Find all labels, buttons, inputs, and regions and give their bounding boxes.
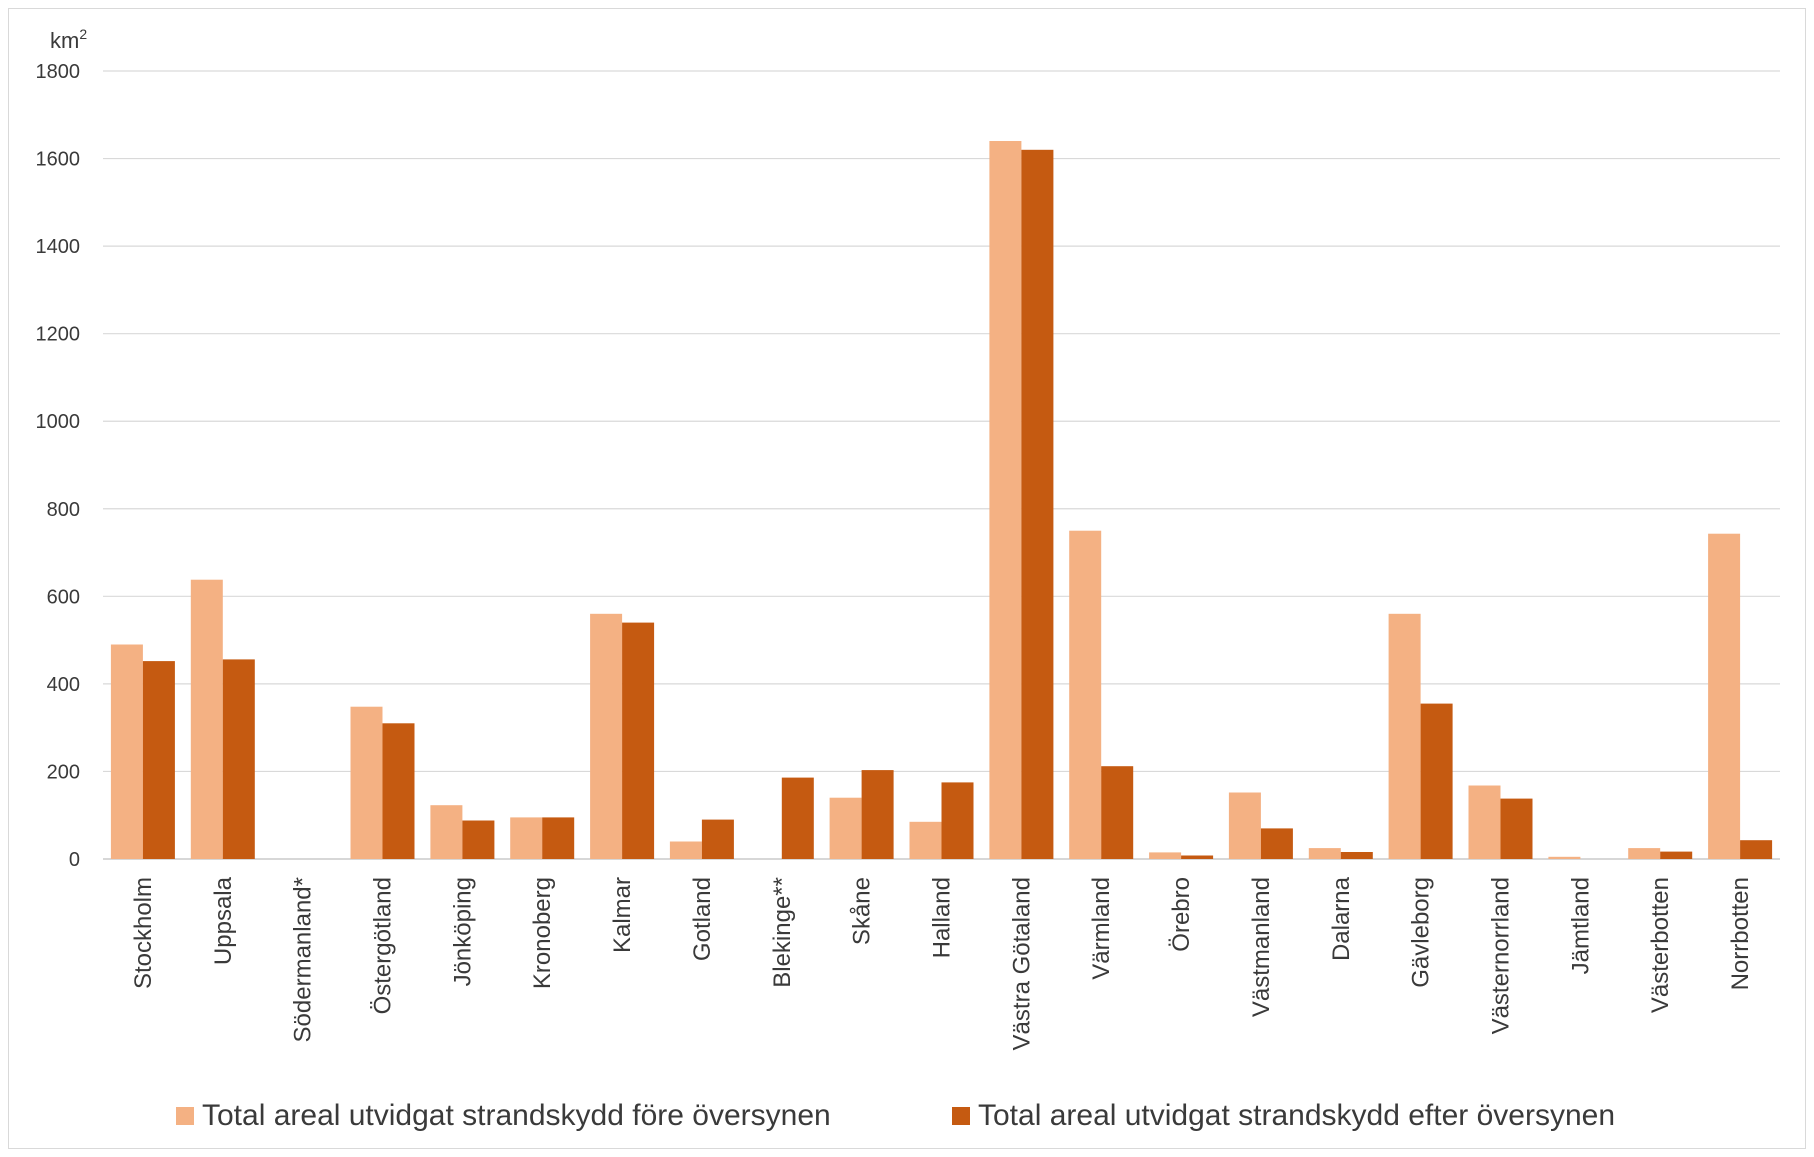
bar-efter (1660, 851, 1693, 859)
y-tick-label: 600 (47, 586, 80, 608)
y-tick-label: 1400 (36, 236, 81, 258)
bar-fore (1308, 848, 1341, 859)
bar-efter (382, 723, 415, 859)
y-tick-label: 1800 (36, 61, 81, 83)
x-category-label: Gävleborg (1408, 877, 1435, 988)
y-axis-unit: km2 (50, 26, 87, 53)
bar-fore (1228, 792, 1261, 859)
x-category-label: Västernorrland (1488, 877, 1515, 1034)
bar-efter (1021, 149, 1054, 860)
bar-efter (861, 770, 894, 859)
x-category-label: Norrbotten (1727, 877, 1754, 990)
x-category-label: Dalarna (1328, 876, 1355, 961)
legend-label: Total areal utvidgat strandskydd efter ö… (978, 1099, 1615, 1132)
bar-fore (110, 644, 143, 859)
bar-efter (142, 661, 175, 859)
x-category-label: Kalmar (609, 877, 636, 953)
x-category-label: Södermanland* (290, 877, 317, 1042)
legend-label: Total areal utvidgat strandskydd före öv… (202, 1099, 831, 1132)
bar-fore (1069, 530, 1102, 859)
y-tick-label: 0 (69, 849, 80, 871)
x-category-label: Halland (929, 877, 956, 958)
bar-fore (350, 706, 383, 859)
legend-swatch (952, 1107, 970, 1125)
y-axis-unit-superscript: 2 (79, 26, 87, 42)
y-tick-label: 800 (47, 499, 80, 521)
y-tick-label: 1600 (36, 149, 81, 171)
bar-efter (222, 659, 255, 859)
bar-efter (781, 777, 814, 859)
x-category-label: Värmland (1088, 877, 1115, 980)
bar-fore (1708, 533, 1741, 859)
bar-fore (829, 797, 862, 859)
x-category-label: Kronoberg (529, 877, 556, 989)
bar-efter (542, 817, 575, 859)
x-axis-categories: Stockholm Uppsala Södermanland* Östergötlan… (130, 876, 1754, 1050)
bar-efter (1500, 798, 1533, 859)
bar-efter (1420, 703, 1453, 859)
x-category-label: Jämtland (1567, 877, 1594, 974)
bar-efter (622, 622, 655, 859)
bar-efter (1101, 766, 1134, 859)
legend: Total areal utvidgat strandskydd före öv… (176, 1099, 1615, 1132)
bar-efter (941, 782, 974, 859)
x-category-label: Västmanland (1248, 877, 1275, 1017)
x-category-label: Jönköping (449, 877, 476, 986)
bar-fore (1468, 785, 1501, 859)
bar-efter (1260, 828, 1293, 859)
x-category-label: Gotland (689, 877, 716, 961)
x-category-label: Uppsala (210, 876, 237, 965)
bar-efter (462, 820, 495, 859)
bar-fore (510, 817, 543, 859)
bars (110, 141, 1773, 860)
bar-fore (1149, 852, 1182, 859)
bar-fore (1548, 856, 1581, 859)
y-axis-unit-base: km (50, 28, 79, 53)
x-category-label: Västra Götaland (1008, 877, 1035, 1050)
bar-efter (1181, 855, 1214, 859)
x-category-label: Västerbotten (1647, 877, 1674, 1013)
chart-frame (8, 8, 1806, 1149)
x-category-label: Skåne (849, 877, 876, 945)
x-category-label: Östergötland (370, 877, 397, 1014)
y-tick-label: 200 (47, 761, 80, 783)
bar-fore (669, 841, 702, 859)
bar-fore (590, 613, 623, 859)
y-tick-label: 400 (47, 674, 80, 696)
x-category-label: Örebro (1168, 877, 1195, 952)
bar-efter (1340, 852, 1373, 859)
bar-fore (1628, 848, 1661, 859)
bar-fore (190, 579, 223, 859)
legend-swatch (176, 1107, 194, 1125)
x-category-label: Blekinge** (769, 877, 796, 988)
bar-efter (1740, 840, 1773, 859)
bar-fore (1388, 613, 1421, 859)
bar-fore (430, 805, 463, 859)
y-tick-label: 1200 (36, 324, 81, 346)
y-axis-ticks: 0 200 400 600 800 1000 1200 1400 1600 1800 (36, 61, 81, 871)
bar-fore (909, 821, 942, 859)
bar-fore (989, 141, 1022, 859)
bar-efter (701, 819, 734, 859)
y-tick-label: 1000 (36, 411, 81, 433)
x-category-label: Stockholm (130, 877, 157, 989)
